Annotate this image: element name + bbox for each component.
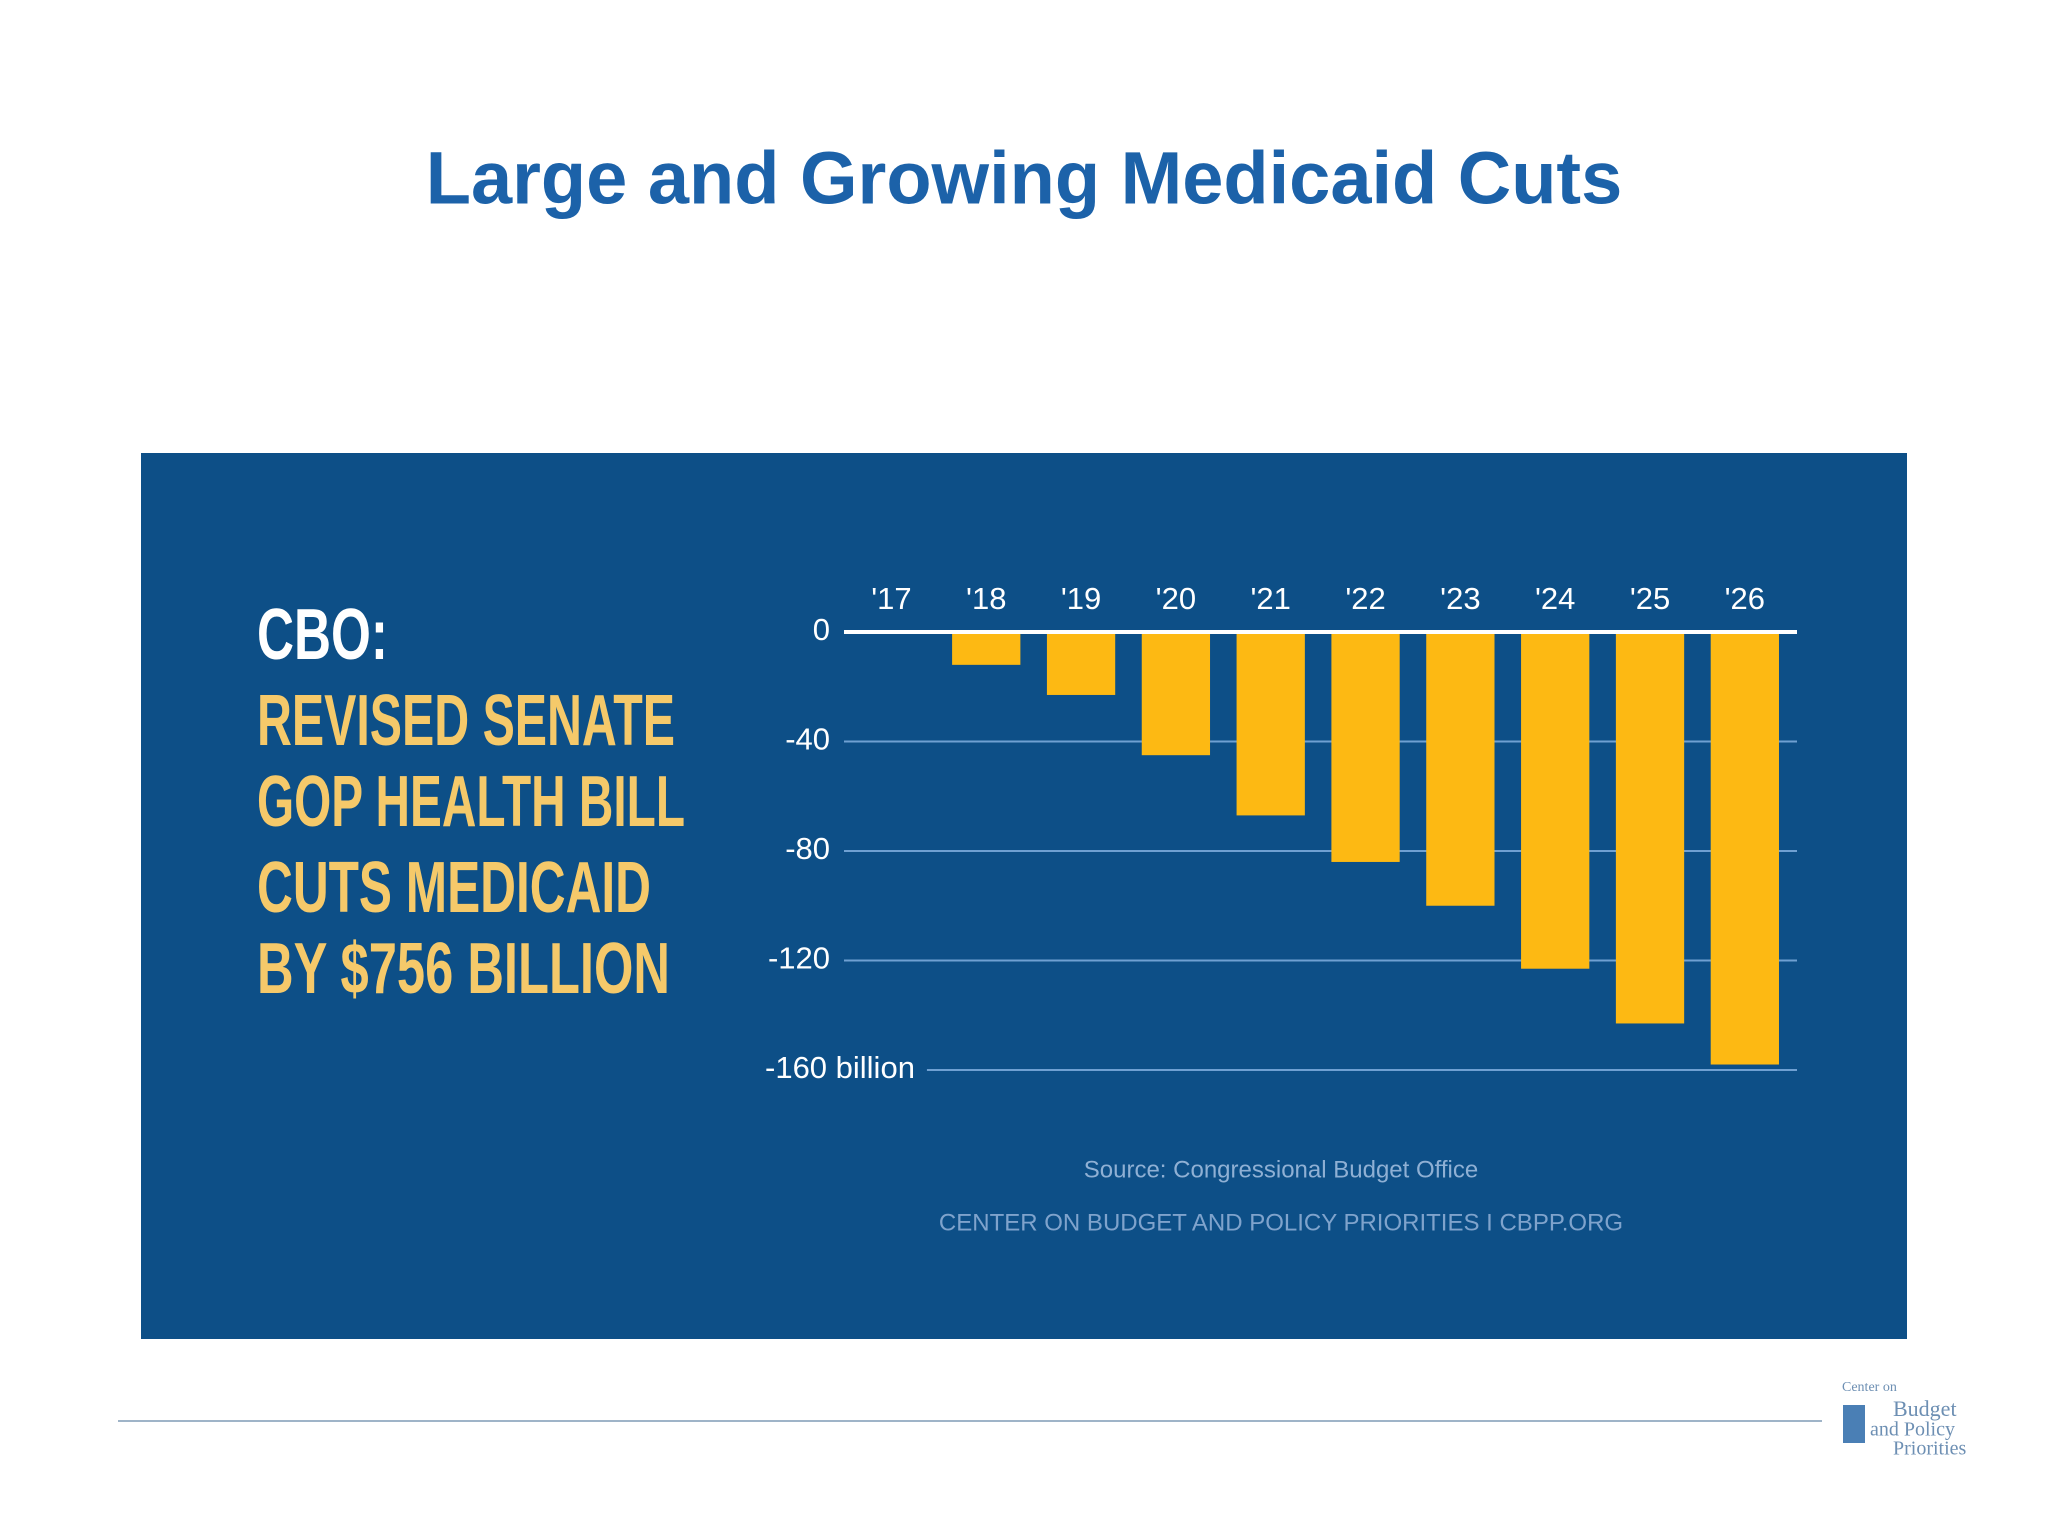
- bar: [1046, 632, 1116, 695]
- logo-text: Priorities: [1893, 1438, 1967, 1460]
- y-tick-label: -80: [785, 831, 830, 866]
- bar: [1615, 632, 1685, 1024]
- source: Source: Congressional Budget Office: [1084, 1156, 1478, 1183]
- headline-line: REVISED SENATE: [257, 681, 675, 761]
- logo-mark: [1843, 1405, 1865, 1443]
- headline-line: CBO:: [257, 595, 388, 675]
- y-tick-label: -40: [785, 722, 830, 757]
- headline-line: GOP HEALTH BILL: [257, 762, 685, 842]
- x-tick-label: '25: [1630, 581, 1670, 616]
- x-tick-label: '24: [1535, 581, 1575, 616]
- credit: CENTER ON BUDGET AND POLICY PRIORITIES I…: [939, 1209, 1623, 1236]
- x-tick-label: '19: [1061, 581, 1101, 616]
- y-tick-label: -120: [768, 941, 830, 976]
- bar: [1331, 632, 1400, 862]
- bar: [1141, 632, 1211, 756]
- x-tick-label: '23: [1440, 581, 1480, 616]
- logo-text: Center on: [1842, 1380, 1897, 1395]
- headline: CBO: REVISED SENATE GOP HEALTH BILL CUTS…: [257, 595, 685, 1009]
- x-tick-label: '20: [1156, 581, 1196, 616]
- slide-title: Large and Growing Medicaid Cuts: [426, 137, 1622, 220]
- x-tick-label: '18: [966, 581, 1006, 616]
- logo: Center on Budget and Policy Priorities: [1842, 1380, 1967, 1459]
- x-tick-label: '26: [1725, 581, 1765, 616]
- headline-line: CUTS MEDICAID: [257, 848, 651, 928]
- x-tick-label: '21: [1251, 581, 1291, 616]
- banner: [141, 453, 1907, 1339]
- headline-line: BY $756 BILLION: [257, 929, 670, 1009]
- bar: [1426, 632, 1495, 906]
- x-tick-label: '17: [871, 581, 911, 616]
- bar: [1236, 632, 1305, 816]
- y-tick-label: 0: [813, 612, 830, 647]
- x-tick-label: '22: [1345, 581, 1385, 616]
- bar: [952, 632, 1021, 665]
- bar: [1710, 632, 1779, 1065]
- logo-text: and Policy: [1870, 1419, 1955, 1441]
- bar: [1521, 632, 1590, 969]
- y-tick-label: -160 billion: [765, 1050, 915, 1085]
- logo-text: Budget: [1893, 1396, 1957, 1421]
